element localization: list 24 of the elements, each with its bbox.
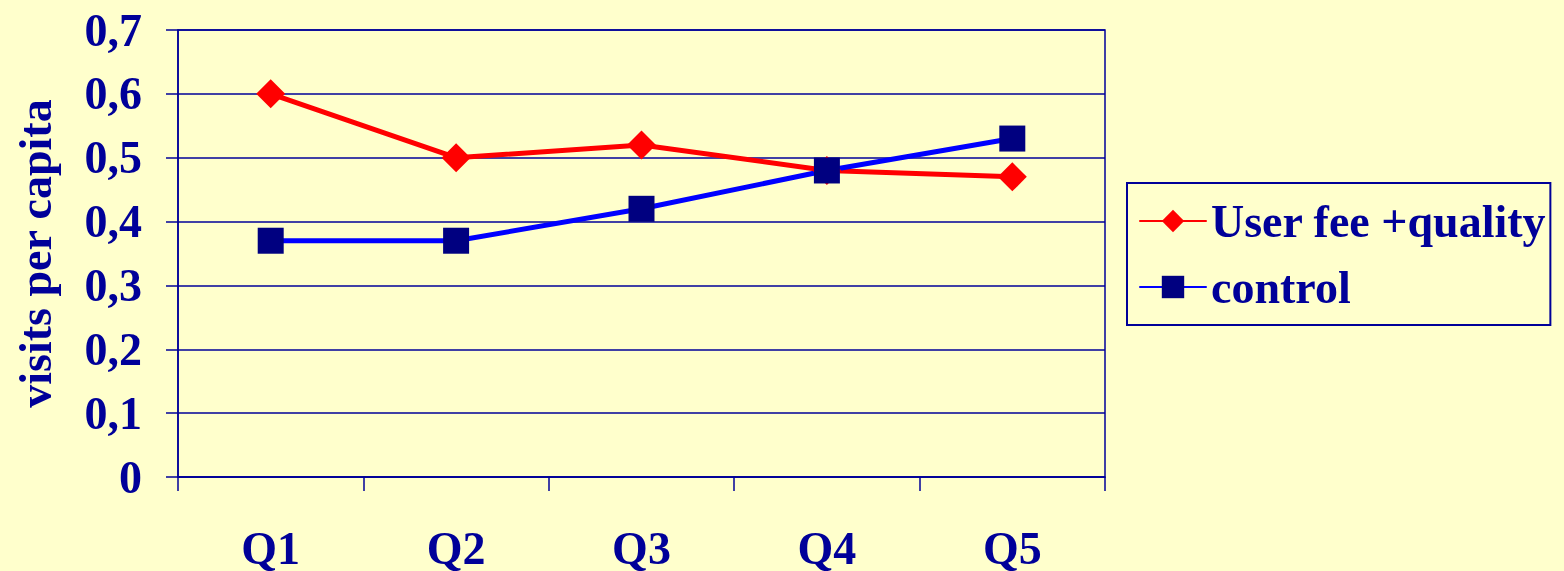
point — [443, 227, 470, 254]
point — [256, 79, 286, 109]
x-tick-label: Q2 — [426, 522, 486, 571]
y-axis-title: visits per capita — [9, 99, 61, 408]
y-tick-label: 0,2 — [84, 323, 142, 375]
y-tick-label: 0,7 — [84, 4, 142, 56]
legend-label: User fee +quality — [1211, 195, 1546, 247]
y-tick-label: 0 — [119, 451, 142, 503]
point — [999, 125, 1026, 152]
y-tick-label: 0,5 — [84, 132, 142, 184]
x-tick-label: Q5 — [982, 522, 1042, 571]
y-tick-label: 0,1 — [84, 387, 142, 439]
legend-label: control — [1211, 261, 1351, 313]
point — [627, 130, 656, 160]
x-tick-label: Q4 — [797, 522, 857, 571]
point — [441, 143, 471, 173]
y-tick-label: 0,4 — [84, 196, 142, 248]
y-tick-label: 0,6 — [84, 68, 142, 120]
point — [997, 162, 1027, 192]
point — [628, 195, 655, 222]
x-tick-label: Q1 — [241, 522, 301, 571]
point — [257, 227, 284, 254]
y-tick-label: 0,3 — [84, 259, 142, 311]
x-tick-label: Q3 — [612, 522, 671, 571]
